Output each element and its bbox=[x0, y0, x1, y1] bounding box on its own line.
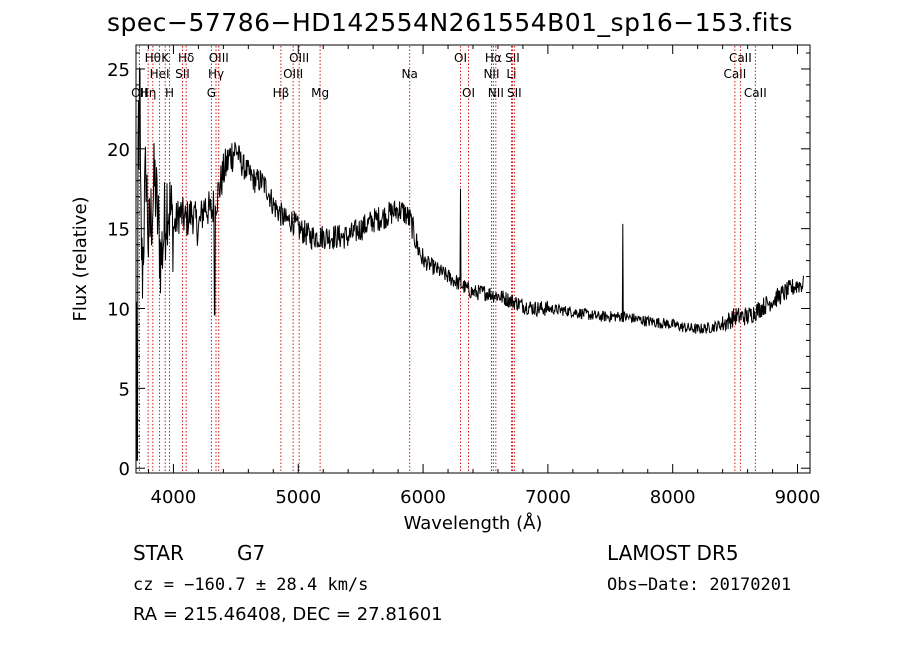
y-tick-label: 10 bbox=[107, 300, 130, 321]
line-marker-label: Hθ bbox=[145, 51, 161, 65]
line-marker-label: CaII bbox=[744, 86, 767, 100]
line-marker-label: Hδ bbox=[178, 51, 194, 65]
y-tick-label: 20 bbox=[107, 140, 130, 161]
line-marker-label: OIII bbox=[209, 51, 229, 65]
y-tick-label: 15 bbox=[107, 220, 130, 241]
x-tick-label: 5000 bbox=[275, 487, 321, 508]
line-marker-label: G bbox=[207, 86, 216, 100]
line-marker-label: Hβ bbox=[273, 86, 290, 100]
line-marker-label: OI bbox=[462, 86, 475, 100]
survey-label: LAMOST DR5 bbox=[607, 541, 739, 565]
line-marker-label: CaII bbox=[729, 51, 752, 65]
line-marker-label: SII bbox=[507, 86, 522, 100]
plot-frame bbox=[135, 44, 811, 474]
line-marker-label: Na bbox=[402, 67, 418, 81]
x-tick-label: 7000 bbox=[525, 487, 571, 508]
line-marker-label: NII bbox=[483, 67, 499, 81]
line-marker-label: OIII bbox=[283, 67, 303, 81]
y-tick-label: 25 bbox=[107, 60, 130, 81]
line-marker-label: NII bbox=[488, 86, 504, 100]
line-marker-label: SII bbox=[505, 51, 520, 65]
line-marker-label: OI bbox=[454, 51, 467, 65]
line-marker-label: K bbox=[161, 51, 170, 65]
subclass-label: G7 bbox=[237, 541, 266, 565]
spectrum-line bbox=[135, 68, 804, 461]
line-marker-label: Hγ bbox=[208, 67, 224, 81]
x-tick-label: 9000 bbox=[775, 487, 821, 508]
line-marker-label: Hα bbox=[485, 51, 502, 65]
line-marker-label: Li bbox=[506, 67, 516, 81]
coordinates-label: RA = 215.46408, DEC = 27.81601 bbox=[133, 604, 443, 625]
object-class-label: STAR bbox=[133, 541, 184, 565]
line-marker-label: SII bbox=[175, 67, 190, 81]
x-tick-label: 8000 bbox=[650, 487, 696, 508]
line-marker-label: CaII bbox=[723, 67, 746, 81]
line-marker-label: OIII bbox=[289, 51, 309, 65]
x-tick-label: 4000 bbox=[151, 487, 197, 508]
y-axis-label: Flux (relative) bbox=[70, 196, 91, 321]
redshift-label: cz = −160.7 ± 28.4 km/s bbox=[133, 575, 369, 595]
line-marker-label: H bbox=[165, 86, 174, 100]
line-marker-label: Mg bbox=[311, 86, 329, 100]
x-tick-label: 6000 bbox=[400, 487, 446, 508]
y-tick-label: 0 bbox=[119, 459, 130, 480]
line-marker-label: HeI bbox=[150, 67, 170, 81]
y-tick-label: 5 bbox=[119, 379, 130, 400]
obs-date-label: Obs−Date: 20170201 bbox=[607, 575, 792, 595]
chart-title: spec−57786−HD142554N261554B01_sp16−153.f… bbox=[107, 8, 793, 37]
x-axis-label: Wavelength (Å) bbox=[404, 512, 543, 534]
line-marker-label: Hη bbox=[140, 86, 157, 100]
